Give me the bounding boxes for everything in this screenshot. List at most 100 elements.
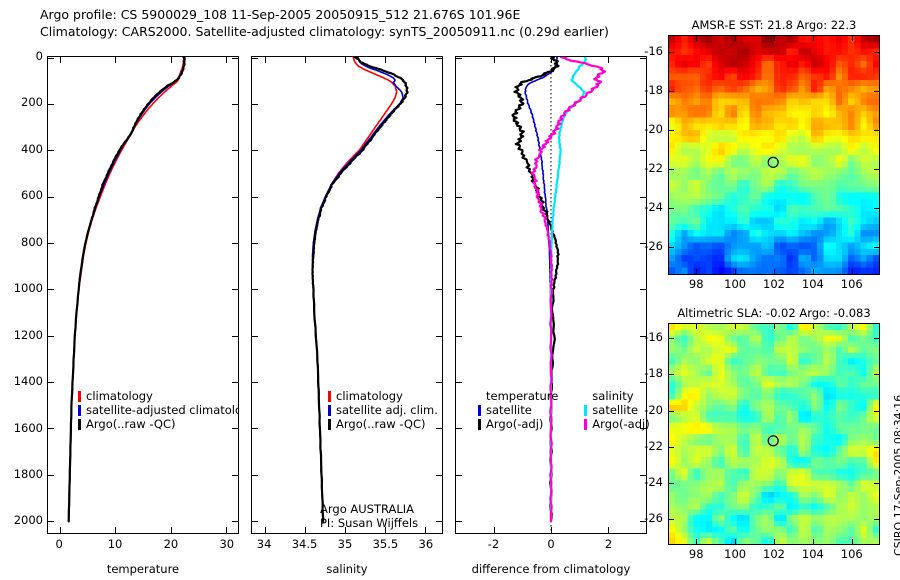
legend-column-header: temperature bbox=[486, 389, 559, 403]
legend-color-swatch bbox=[478, 404, 481, 416]
legend-color-swatch bbox=[328, 390, 331, 402]
ticks-sst-y-label: -16 bbox=[644, 43, 663, 58]
sst-map-title: AMSR-E SST: 21.8 Argo: 22.3 bbox=[691, 18, 857, 32]
difference-profile-panel bbox=[455, 56, 647, 534]
legend-label: satellite bbox=[486, 403, 532, 417]
sla-map-raster bbox=[669, 324, 879, 544]
temperature-plot-area bbox=[48, 57, 238, 533]
figure-title: Argo profile: CS 5900029_108 11-Sep-2005… bbox=[40, 6, 660, 40]
credit-line: PI: Susan Wijffels bbox=[320, 516, 419, 530]
depth-tick-label: 1400 bbox=[13, 374, 43, 389]
ticks-sst-x-label: 102 bbox=[763, 277, 785, 291]
salinity-legend: climatology satellite adj. clim. Argo(..ra… bbox=[328, 389, 438, 431]
ticks-diff-x-label: 0 bbox=[547, 537, 555, 551]
difference-axis-label: difference from climatology bbox=[471, 562, 631, 576]
legend-entry: satellite-adjusted climatology bbox=[78, 403, 238, 417]
legend-entry: satellite adj. clim. bbox=[328, 403, 438, 417]
ticks-sla-x-label: 102 bbox=[763, 547, 785, 561]
ticks-sst-x-label: 100 bbox=[724, 277, 747, 291]
difference-plot-area bbox=[456, 57, 646, 533]
legend-entry: Argo(-adj) bbox=[584, 417, 650, 431]
legend-column: temperature satellite Argo(-adj) bbox=[478, 389, 558, 431]
ticks-sst-y-label: -24 bbox=[644, 199, 663, 214]
ticks-sst-y-label: -18 bbox=[644, 82, 663, 97]
difference-legend: temperature satellite Argo(-adj) salinity sa… bbox=[478, 389, 650, 431]
legend-color-swatch bbox=[328, 404, 331, 416]
legend-color-swatch bbox=[328, 418, 331, 430]
legend-label: climatology bbox=[336, 389, 403, 403]
legend-label: satellite-adjusted climatology bbox=[86, 403, 238, 417]
ticks-sal-x-label: 34 bbox=[256, 537, 272, 551]
ticks-diff-x-label: 2 bbox=[604, 537, 613, 551]
depth-tick-label: 2000 bbox=[13, 513, 43, 528]
csiro-timestamp-credit: CSIRO 17-Sep-2005 08:34:16 bbox=[892, 394, 900, 556]
ticks-sst-x-label: 104 bbox=[801, 277, 824, 291]
legend-label: climatology bbox=[86, 389, 153, 403]
ticks-temp-x-label: 30 bbox=[219, 537, 235, 551]
depth-tick-label: 1600 bbox=[13, 420, 43, 435]
ticks-sla-x-label: 106 bbox=[840, 547, 863, 561]
depth-tick-label: 400 bbox=[21, 141, 43, 156]
legend-entry: Argo(..raw -QC) bbox=[328, 417, 438, 431]
legend-entry: Argo(-adj) bbox=[478, 417, 558, 431]
temperature-axis-label: temperature bbox=[106, 562, 180, 576]
legend-color-swatch bbox=[478, 418, 481, 430]
ticks-sst-y-label: -20 bbox=[644, 121, 663, 136]
sla-map-title: Altimetric SLA: -0.02 Argo: -0.083 bbox=[677, 306, 871, 320]
legend-color-swatch bbox=[78, 418, 81, 430]
legend-entry: Argo(..raw -QC) bbox=[78, 417, 238, 431]
ticks-sst-x-label: 106 bbox=[840, 277, 863, 291]
legend-color-swatch bbox=[584, 418, 588, 430]
depth-tick-label: 0 bbox=[35, 49, 43, 63]
legend-column: salinity satellite Argo(-adj) bbox=[584, 389, 650, 431]
ticks-sla-y-label: -24 bbox=[644, 474, 663, 489]
ticks-sla-y-label: -16 bbox=[644, 330, 663, 345]
legend-entry: climatology bbox=[78, 389, 238, 403]
figure-title-line2: Climatology: CARS2000. Satellite-adjuste… bbox=[40, 24, 609, 39]
depth-tick-label: 600 bbox=[21, 188, 43, 203]
ticks-sst-y-label: -26 bbox=[644, 238, 663, 253]
ticks-sla-x-label: 98 bbox=[688, 547, 704, 561]
ticks-sla-x-label: 100 bbox=[724, 547, 747, 561]
legend-color-swatch bbox=[584, 404, 588, 416]
depth-tick-label: 1000 bbox=[13, 281, 43, 296]
legend-entry: satellite bbox=[478, 403, 558, 417]
temperature-profile-panel bbox=[47, 56, 239, 534]
ticks-sal-x-label: 35.5 bbox=[372, 537, 399, 551]
sla-map-panel bbox=[668, 323, 880, 545]
legend-color-swatch bbox=[78, 390, 81, 402]
ticks-sst-y-label: -22 bbox=[644, 160, 663, 175]
ticks-sst-x-label: 98 bbox=[688, 277, 704, 291]
legend-entry: satellite bbox=[584, 403, 649, 417]
sst-map-raster bbox=[669, 36, 879, 274]
legend-label: Argo(-adj) bbox=[486, 417, 544, 431]
legend-label: satellite adj. clim. bbox=[336, 403, 438, 417]
ticks-sla-y-label: -26 bbox=[644, 510, 663, 525]
legend-column-header: salinity bbox=[592, 389, 634, 403]
argo-program-credit: Argo AUSTRALIA PI: Susan Wijffels bbox=[320, 502, 418, 530]
legend-label: satellite bbox=[592, 403, 639, 417]
ticks-sla-x-label: 104 bbox=[801, 547, 824, 561]
legend-entry: climatology bbox=[328, 389, 438, 403]
ticks-temp-x-label: 20 bbox=[163, 537, 179, 551]
ticks-sla-y-label: -18 bbox=[644, 366, 663, 381]
salinity-plot-area bbox=[252, 57, 442, 533]
ticks-sla-y-label: -20 bbox=[644, 402, 663, 417]
salinity-profile-panel bbox=[251, 56, 443, 534]
ticks-sla-y-label: -22 bbox=[644, 438, 663, 453]
ticks-sal-x-label: 36 bbox=[418, 537, 434, 551]
ticks-diff-x-label: -2 bbox=[487, 537, 500, 551]
ticks-sal-x-label: 34.5 bbox=[291, 537, 318, 551]
legend-label: Argo(-adj) bbox=[592, 417, 650, 431]
depth-tick-label: 1800 bbox=[13, 466, 43, 481]
ticks-sal-x-label: 35 bbox=[337, 537, 353, 551]
ticks-temp-x-label: 10 bbox=[107, 537, 123, 551]
legend-label: Argo(..raw -QC) bbox=[336, 417, 426, 431]
ticks-temp-x-label: 0 bbox=[55, 537, 63, 551]
figure-title-line1: Argo profile: CS 5900029_108 11-Sep-2005… bbox=[40, 7, 521, 22]
legend-color-swatch bbox=[78, 404, 81, 416]
salinity-axis-label: salinity bbox=[326, 562, 368, 576]
depth-tick-label: 200 bbox=[21, 95, 43, 110]
